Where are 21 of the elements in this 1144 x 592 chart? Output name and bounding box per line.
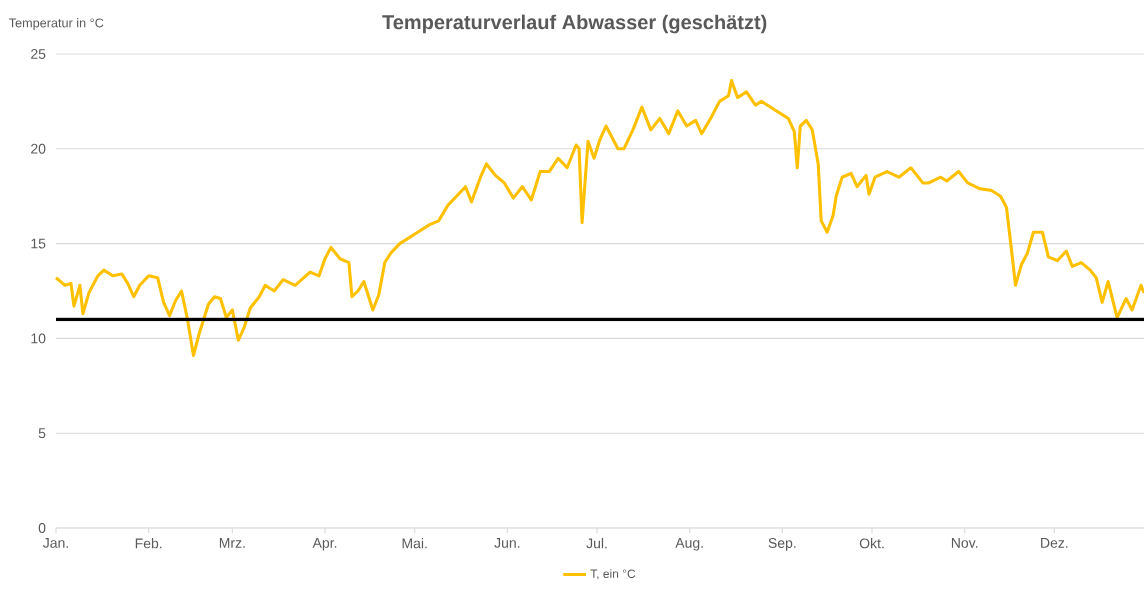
chart-title: Temperaturverlauf Abwasser (geschätzt) bbox=[382, 14, 767, 34]
y-tick-label: 0 bbox=[38, 523, 46, 533]
x-tick-label: Nov. bbox=[951, 538, 978, 548]
legend-label: T, ein °C bbox=[590, 569, 636, 580]
y-tick-label: 10 bbox=[31, 333, 46, 344]
x-tick-label: Feb. bbox=[135, 538, 162, 549]
x-tick-label: Aug. bbox=[675, 538, 703, 551]
y-axis-title: Temperatur in °C bbox=[9, 18, 104, 30]
x-tick-label: Jul. bbox=[586, 538, 607, 549]
y-tick-label: 15 bbox=[31, 238, 46, 249]
y-tick-label: 20 bbox=[31, 143, 46, 154]
x-tick-label: Jan. bbox=[42, 538, 68, 548]
x-tick-label: Mai. bbox=[402, 538, 427, 549]
x-tick-label: Sep. bbox=[768, 538, 796, 551]
x-tick-label: Apr. bbox=[312, 538, 337, 551]
x-tick-label: Mrz. bbox=[219, 538, 245, 548]
x-tick-label: Okt. bbox=[859, 538, 884, 549]
y-tick-label: 25 bbox=[31, 49, 46, 59]
y-tick-label: 5 bbox=[38, 428, 46, 439]
x-tick-label: Dez. bbox=[1041, 538, 1068, 548]
x-tick-label: Jun. bbox=[494, 538, 520, 548]
